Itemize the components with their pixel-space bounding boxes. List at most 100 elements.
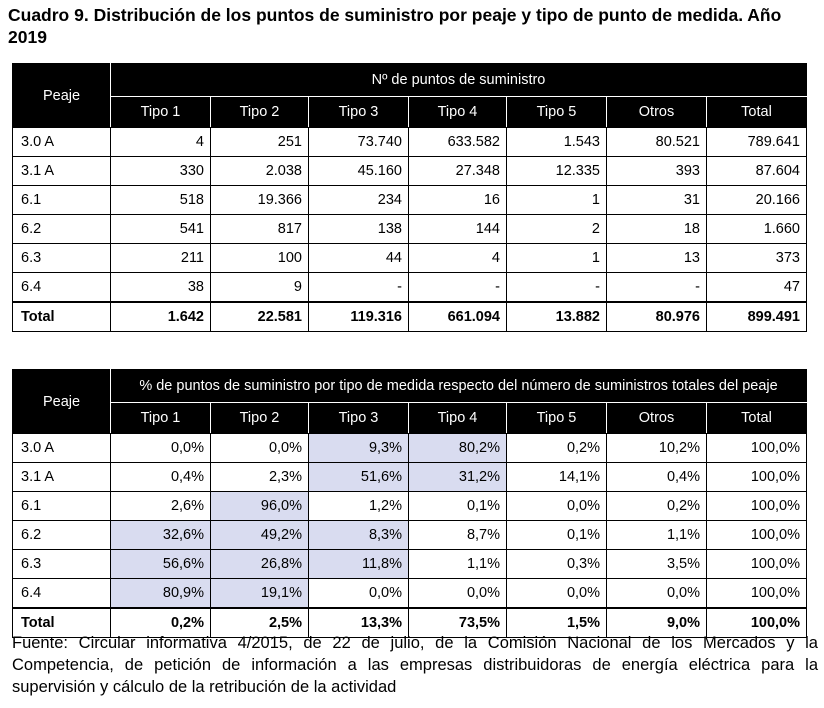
table-cell: 144	[408, 214, 507, 244]
peaje-label: 3.1 A	[12, 156, 111, 186]
table-cell: 56,6%	[110, 549, 211, 579]
table-cell: 13,3%	[308, 607, 409, 638]
table-cell: 100,0%	[706, 462, 807, 492]
table-cell: 96,0%	[210, 491, 309, 521]
table-cell: 0,4%	[110, 462, 211, 492]
table-cell: 0,0%	[506, 491, 607, 521]
table-cell: 44	[308, 243, 409, 273]
table-cell: 32,6%	[110, 520, 211, 550]
table-cell: 1,2%	[308, 491, 409, 521]
table-cell: 2,6%	[110, 491, 211, 521]
table-cell: 73.740	[308, 127, 409, 157]
table-cell: 2	[506, 214, 607, 244]
table-cell: 49,2%	[210, 520, 309, 550]
table-cell: 31	[606, 185, 707, 215]
peaje-label: 6.4	[12, 578, 111, 609]
peaje-header: Peaje	[12, 369, 111, 434]
table-cell: 373	[706, 243, 807, 273]
peaje-label: 6.3	[12, 243, 111, 273]
peaje-label: 6.1	[12, 185, 111, 215]
peaje-label: 6.2	[12, 520, 111, 550]
peaje-label: 6.2	[12, 214, 111, 244]
column-header: Tipo 1	[110, 402, 211, 434]
table-cell: -	[308, 272, 409, 303]
table-cell: 3,5%	[606, 549, 707, 579]
table-cell: 80,9%	[110, 578, 211, 609]
table-cell: 0,2%	[606, 491, 707, 521]
table-cell: 0,0%	[110, 433, 211, 463]
table-cell: 9,0%	[606, 607, 707, 638]
table-cell: 899.491	[706, 301, 807, 332]
table-cell: 0,1%	[408, 491, 507, 521]
table-cell: 9	[210, 272, 309, 303]
column-header: Tipo 5	[506, 96, 607, 128]
table-cell: 14,1%	[506, 462, 607, 492]
total-row: Total 1.642 22.581 119.316 661.094 13.882 80.9…	[12, 301, 807, 332]
table-cell: 789.641	[706, 127, 807, 157]
table-cell: 1.642	[110, 301, 211, 332]
column-header: Total	[706, 402, 807, 434]
table-row: 3.0 A 0,0% 0,0% 9,3% 80,2% 0,2% 10,2% 100,0%	[12, 433, 807, 463]
table-cell: 16	[408, 185, 507, 215]
table-cell: 0,0%	[606, 578, 707, 609]
table-row: 3.1 A 330 2.038 45.160 27.348 12.335 393 87.604	[12, 156, 807, 186]
table-cell: 251	[210, 127, 309, 157]
table-cell: 8,7%	[408, 520, 507, 550]
table-row: 6.3 56,6% 26,8% 11,8% 1,1% 0,3% 3,5% 100,0%	[12, 549, 807, 579]
table-cell: 393	[606, 156, 707, 186]
table-cell: 19,1%	[210, 578, 309, 609]
table-cell: 2,3%	[210, 462, 309, 492]
table-cell: 100,0%	[706, 607, 807, 638]
table-cell: 1.660	[706, 214, 807, 244]
peaje-label: 6.3	[12, 549, 111, 579]
table-cell: 13.882	[506, 301, 607, 332]
peaje-label: 3.0 A	[12, 433, 111, 463]
table-row: 6.2 32,6% 49,2% 8,3% 8,7% 0,1% 1,1% 100,0%	[12, 520, 807, 550]
source-note: Fuente: Circular informativa 4/2015, de …	[12, 634, 818, 696]
table-cell: 27.348	[408, 156, 507, 186]
table-cell: 1,1%	[408, 549, 507, 579]
table-cell: 47	[706, 272, 807, 303]
group-header: Nº de puntos de suministro	[110, 63, 807, 97]
table-cell: 0,4%	[606, 462, 707, 492]
peaje-label: 3.0 A	[12, 127, 111, 157]
table-cell: 18	[606, 214, 707, 244]
total-label: Total	[12, 301, 111, 332]
table-cell: 0,0%	[408, 578, 507, 609]
table-cell: 330	[110, 156, 211, 186]
table-cell: 31,2%	[408, 462, 507, 492]
table-row: 6.1 2,6% 96,0% 1,2% 0,1% 0,0% 0,2% 100,0%	[12, 491, 807, 521]
total-label: Total	[12, 607, 111, 638]
table-row: 6.4 38 9- - - -47	[12, 272, 807, 303]
table-cell: 4	[110, 127, 211, 157]
table-cell: 12.335	[506, 156, 607, 186]
table-cell: 100,0%	[706, 433, 807, 463]
table-cell: 0,0%	[210, 433, 309, 463]
table-cell: 234	[308, 185, 409, 215]
column-header: Otros	[606, 402, 707, 434]
supply-points-percent-table: Peaje % de puntos de suministro por tipo…	[12, 369, 807, 638]
table-cell: 2.038	[210, 156, 309, 186]
table-row: 6.2 541 817 138 144 2 18 1.660	[12, 214, 807, 244]
table-row: 3.0 A 4 251 73.740 633.582 1.543 80.521 789.641	[12, 127, 807, 157]
table-cell: 9,3%	[308, 433, 409, 463]
table-cell: 4	[408, 243, 507, 273]
peaje-header: Peaje	[12, 63, 111, 128]
table-cell: 8,3%	[308, 520, 409, 550]
column-header: Tipo 2	[210, 96, 309, 128]
table-cell: 10,2%	[606, 433, 707, 463]
table-cell: 100,0%	[706, 549, 807, 579]
column-header: Tipo 3	[308, 96, 409, 128]
table-cell: 0,1%	[506, 520, 607, 550]
table-cell: 100,0%	[706, 578, 807, 609]
table-cell: 20.166	[706, 185, 807, 215]
table-cell: 80.521	[606, 127, 707, 157]
table-cell: 0,3%	[506, 549, 607, 579]
table-title: Cuadro 9. Distribución de los puntos de …	[8, 5, 782, 47]
column-header: Tipo 5	[506, 402, 607, 434]
table-row: 6.3 211 100 44 4 1 13 373	[12, 243, 807, 273]
supply-points-count-table: Peaje Nº de puntos de suministro Tipo 1 …	[12, 63, 807, 332]
table-cell: 38	[110, 272, 211, 303]
table-cell: 22.581	[210, 301, 309, 332]
table-cell: 80,2%	[408, 433, 507, 463]
